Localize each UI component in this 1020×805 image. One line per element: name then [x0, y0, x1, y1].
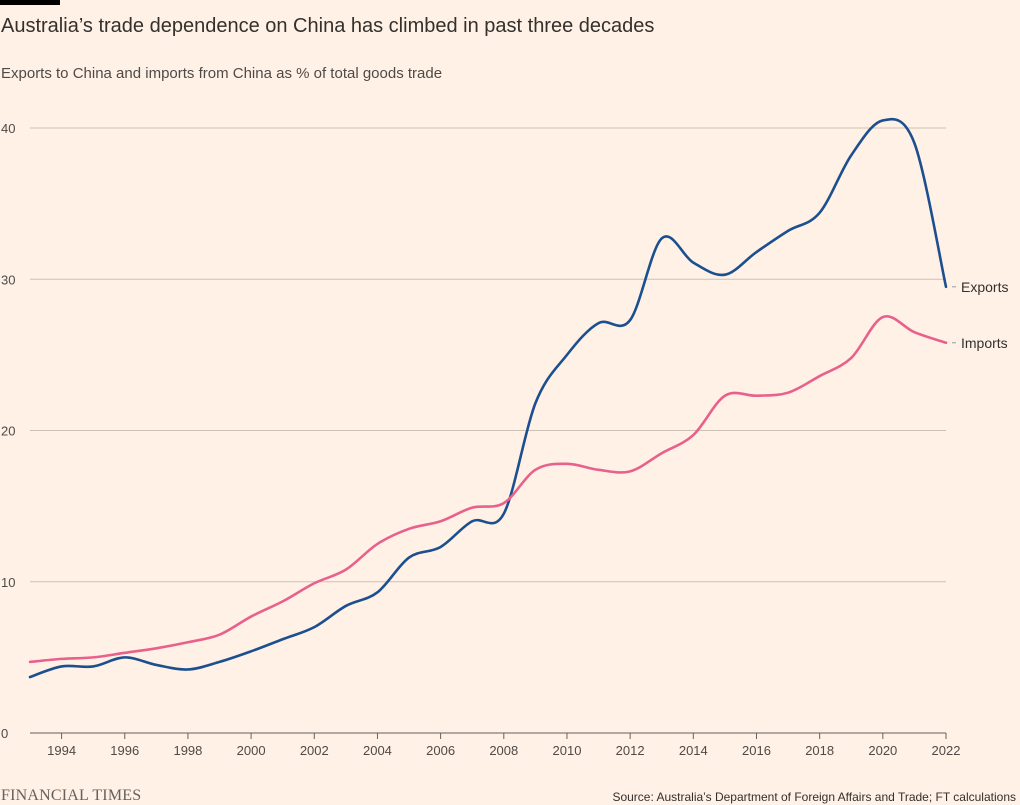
- x-tick-label: 1996: [110, 743, 139, 758]
- y-tick-label: 40: [1, 121, 15, 136]
- chart-title: Australia’s trade dependence on China ha…: [1, 15, 655, 37]
- x-tick-label: 2006: [426, 743, 455, 758]
- x-tick-label: 1998: [173, 743, 202, 758]
- x-tick-label: 2014: [679, 743, 708, 758]
- ft-logo: FINANCIAL TIMES: [1, 787, 142, 804]
- series-label-imports: Imports: [961, 335, 1008, 351]
- top-accent-bar: [0, 0, 60, 5]
- series-line-imports: [28, 315, 948, 664]
- x-tick-label: 2002: [300, 743, 329, 758]
- x-tick-label: 2016: [742, 743, 771, 758]
- chart-subtitle: Exports to China and imports from China …: [1, 65, 443, 82]
- y-tick-label: 0: [1, 726, 8, 741]
- series-line-exports: [28, 117, 948, 679]
- x-tick-label: 2000: [237, 743, 266, 758]
- series-labels: Exports Imports: [952, 279, 1008, 351]
- y-tick-label: 10: [1, 575, 15, 590]
- source-note: Source: Australia’s Department of Foreig…: [612, 790, 1016, 804]
- y-tick-label: 30: [1, 272, 15, 287]
- gridlines: [30, 127, 946, 583]
- x-tick-label: 2012: [616, 743, 645, 758]
- x-tick-label: 2022: [932, 743, 961, 758]
- series-lines: [28, 117, 948, 679]
- y-tick-label: 20: [1, 424, 15, 439]
- x-tick-label: 2018: [805, 743, 834, 758]
- x-tick-label: 2008: [489, 743, 518, 758]
- x-tick-label: 2010: [553, 743, 582, 758]
- series-label-exports: Exports: [961, 279, 1008, 295]
- axes: 0 10 20 30 40 1994 1996 1998 2000 2002 2004 2006 200…: [1, 121, 960, 758]
- x-tick-label: 1994: [47, 743, 76, 758]
- x-tick-label: 2004: [363, 743, 392, 758]
- x-tick-label: 2020: [868, 743, 897, 758]
